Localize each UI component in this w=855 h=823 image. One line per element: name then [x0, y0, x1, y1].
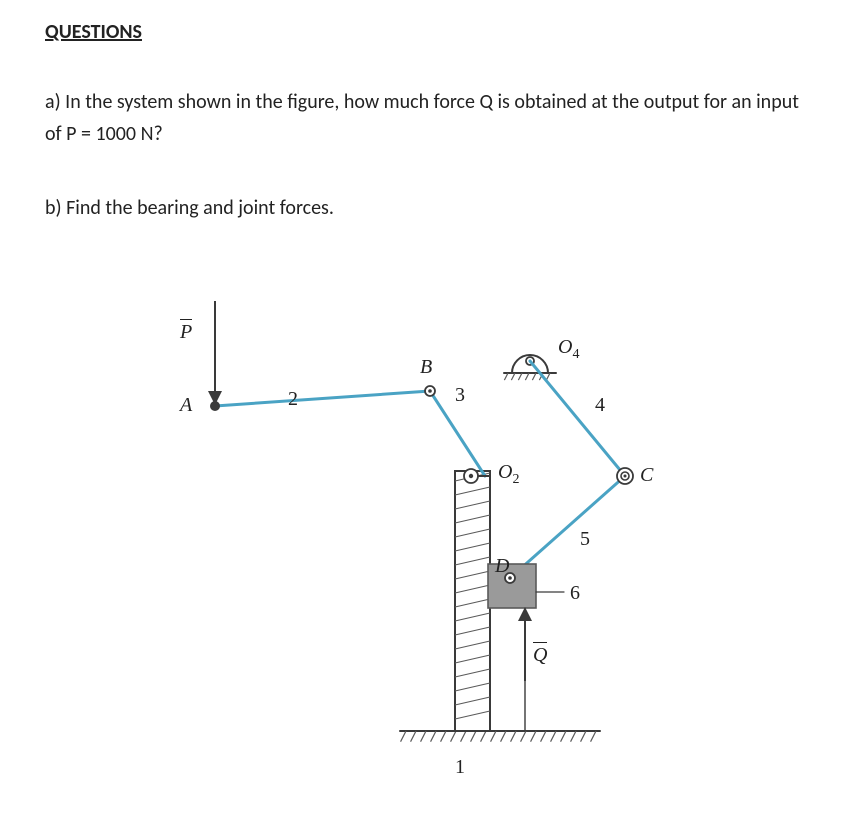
mechanism-svg	[120, 266, 680, 796]
label-link-5: 5	[580, 528, 590, 551]
question-a: a) In the system shown in the figure, ho…	[45, 86, 810, 150]
label-Q: Q	[533, 644, 547, 667]
mechanism-figure: P A B C D Q O2 O4 2 3 4 5 6 1	[120, 266, 680, 796]
label-B: B	[420, 356, 432, 379]
label-link-4: 4	[595, 394, 605, 417]
label-O2: O2	[498, 461, 519, 488]
question-b: b) Find the bearing and joint forces.	[45, 192, 810, 224]
label-A: A	[180, 394, 192, 417]
label-D: D	[495, 555, 509, 578]
label-link-2: 2	[288, 388, 298, 411]
label-ground-1: 1	[455, 756, 465, 779]
questions-heading: QUESTIONS	[45, 20, 810, 44]
label-O4: O4	[558, 336, 579, 363]
label-link-6: 6	[570, 582, 580, 605]
label-C: C	[640, 464, 653, 487]
label-link-3: 3	[455, 384, 465, 407]
label-P: P	[180, 321, 192, 344]
